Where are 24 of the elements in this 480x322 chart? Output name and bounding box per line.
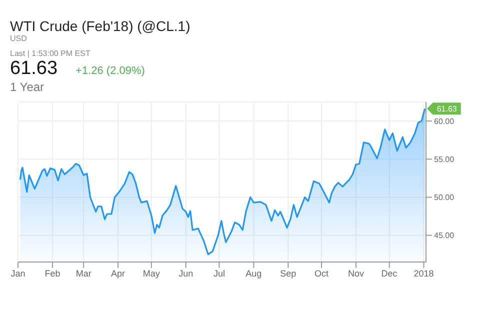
x-tick-label: Dec <box>381 268 398 278</box>
x-tick-label: Nov <box>348 268 364 278</box>
x-tick-label: Oct <box>314 268 329 278</box>
text: +1.26 (2.09%) <box>76 65 145 77</box>
x-tick-label: Sep <box>280 268 296 278</box>
x-tick-label: Jun <box>178 268 194 278</box>
y-tick-label: 50.00 <box>434 193 455 202</box>
chart-subtitle: USD <box>10 34 28 43</box>
x-tick-label: Feb <box>44 268 60 278</box>
text: 61.63 <box>10 58 58 80</box>
x-tick-label: Jan <box>10 268 26 278</box>
x-tick-label: 2018 <box>414 268 434 278</box>
y-tick-label: 45.00 <box>434 231 455 240</box>
y-tick-label: 55.00 <box>434 154 455 164</box>
y-tick-label: 60.00 <box>434 116 455 126</box>
chart-title: WTI Crude (Feb'18) (@CL.1) <box>10 18 192 34</box>
x-tick-label: Aug <box>246 268 262 278</box>
x-tick-label: Apr <box>111 268 126 278</box>
text: 1 Year <box>10 80 46 94</box>
x-tick-label: Mar <box>76 268 92 278</box>
annotation: 61.63 <box>436 104 458 114</box>
x-tick-label: Jul <box>213 268 225 278</box>
x-tick-label: May <box>142 268 160 278</box>
text: Last | 1:53:00 PM EST <box>10 49 92 58</box>
